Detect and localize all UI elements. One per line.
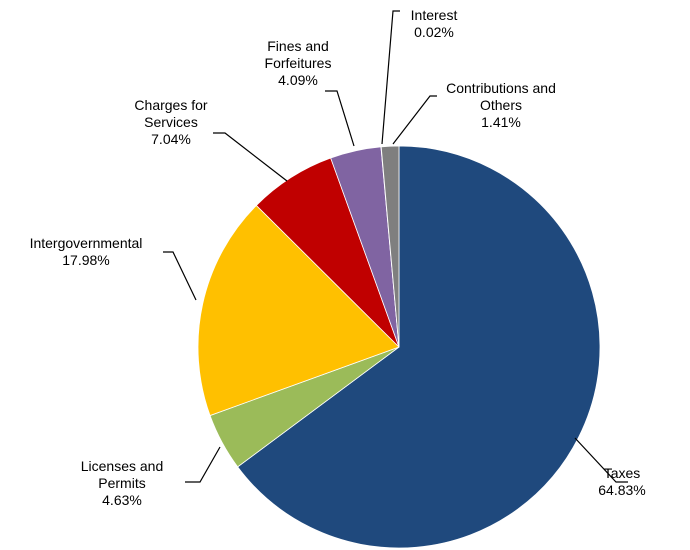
leader-line bbox=[574, 437, 628, 483]
slice-percent: 4.09% bbox=[278, 72, 318, 88]
slice-name: Forfeitures bbox=[265, 55, 332, 71]
slice-name: Others bbox=[480, 97, 522, 113]
slice-percent: 17.98% bbox=[62, 252, 109, 268]
pie-slices bbox=[197, 145, 601, 549]
slice-name: Taxes bbox=[604, 465, 641, 481]
slice-name: Interest bbox=[411, 7, 458, 23]
slice-label: Charges for Services 7.04% bbox=[134, 97, 207, 147]
pie-slice-taxes bbox=[237, 145, 601, 549]
slice-percent: 7.04% bbox=[151, 131, 191, 147]
leader-line bbox=[185, 446, 221, 483]
pie-slice-contributions-and-others bbox=[380, 145, 400, 348]
leader-line bbox=[213, 132, 288, 182]
slice-label: Contributions and Others 1.41% bbox=[446, 80, 556, 130]
slice-label: Interest 0.02% bbox=[411, 7, 458, 40]
slice-label: Licenses and Permits 4.63% bbox=[81, 458, 164, 508]
slice-label: Intergovernmental 17.98% bbox=[30, 235, 143, 268]
slice-name: Licenses and bbox=[81, 458, 164, 474]
slice-label: Taxes 64.83% bbox=[598, 465, 645, 498]
slice-name: Charges for bbox=[134, 97, 207, 113]
slice-percent: 0.02% bbox=[414, 24, 454, 40]
slice-name: Permits bbox=[98, 475, 145, 491]
slice-name: Fines and bbox=[267, 38, 328, 54]
slice-percent: 64.83% bbox=[598, 482, 645, 498]
leader-lines bbox=[163, 10, 628, 483]
slice-percent: 1.41% bbox=[481, 114, 521, 130]
slice-name: Contributions and bbox=[446, 80, 556, 96]
leader-line bbox=[381, 10, 400, 145]
slice-name: Intergovernmental bbox=[30, 235, 143, 251]
slice-percent: 4.63% bbox=[102, 492, 142, 508]
slice-name: Services bbox=[144, 114, 198, 130]
slice-label: Fines and Forfeitures 4.09% bbox=[265, 38, 332, 88]
slice-labels: Taxes 64.83% Licenses and Permits 4.63% Inter… bbox=[30, 7, 646, 508]
leader-line bbox=[325, 90, 355, 147]
leader-line bbox=[163, 251, 197, 301]
leader-line bbox=[392, 95, 437, 145]
pie-slice-intergovernmental bbox=[197, 204, 400, 417]
